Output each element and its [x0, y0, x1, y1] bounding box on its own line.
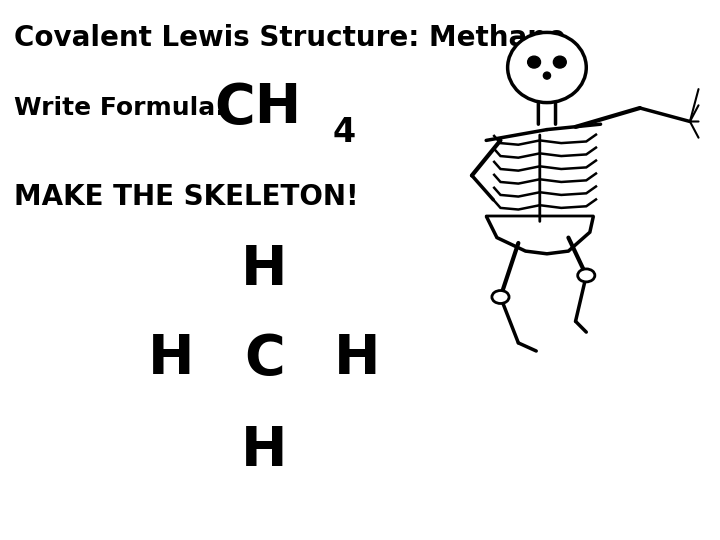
Text: H: H: [148, 332, 195, 386]
Ellipse shape: [508, 32, 586, 103]
Text: CH: CH: [215, 81, 302, 135]
Ellipse shape: [554, 56, 566, 68]
Text: H: H: [334, 332, 381, 386]
Text: Covalent Lewis Structure: Methane: Covalent Lewis Structure: Methane: [14, 24, 566, 52]
Ellipse shape: [544, 72, 551, 79]
Text: MAKE THE SKELETON!: MAKE THE SKELETON!: [14, 183, 359, 211]
Circle shape: [492, 291, 509, 303]
Text: C: C: [244, 332, 285, 386]
Text: H: H: [241, 424, 288, 478]
Circle shape: [577, 269, 595, 282]
Ellipse shape: [528, 56, 541, 68]
Text: Write Formula:: Write Formula:: [14, 96, 225, 120]
Text: H: H: [241, 243, 288, 297]
Text: 4: 4: [333, 116, 356, 149]
